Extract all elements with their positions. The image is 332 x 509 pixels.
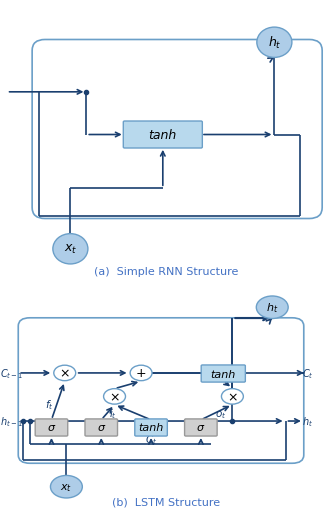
- Circle shape: [257, 28, 292, 58]
- FancyBboxPatch shape: [85, 419, 118, 436]
- Text: $C_t$: $C_t$: [302, 366, 314, 380]
- Text: tanh: tanh: [210, 369, 236, 379]
- FancyBboxPatch shape: [35, 419, 68, 436]
- Text: $h_{t-1}$: $h_{t-1}$: [0, 414, 23, 428]
- Text: $f_t$: $f_t$: [45, 397, 54, 411]
- Text: $\sigma$: $\sigma$: [196, 422, 206, 433]
- Text: $\sigma$: $\sigma$: [47, 422, 56, 433]
- FancyBboxPatch shape: [201, 365, 245, 382]
- FancyBboxPatch shape: [123, 122, 202, 149]
- Text: ×: ×: [109, 390, 120, 403]
- Text: $i_t$: $i_t$: [109, 407, 117, 420]
- FancyBboxPatch shape: [135, 419, 167, 436]
- Text: tanh: tanh: [149, 129, 177, 142]
- Circle shape: [104, 389, 125, 404]
- Circle shape: [50, 475, 82, 498]
- Text: $x_t$: $x_t$: [60, 481, 72, 493]
- Text: ×: ×: [59, 366, 70, 380]
- Text: (a)  Simple RNN Structure: (a) Simple RNN Structure: [94, 266, 238, 276]
- Text: $o_t$: $o_t$: [215, 409, 226, 420]
- Text: $\tilde{C}_t$: $\tilde{C}_t$: [145, 429, 157, 446]
- Circle shape: [130, 365, 152, 381]
- Text: tanh: tanh: [138, 422, 164, 433]
- Text: $C_{t-1}$: $C_{t-1}$: [0, 366, 24, 380]
- Text: $x_t$: $x_t$: [64, 243, 77, 256]
- Text: +: +: [136, 366, 146, 380]
- Text: (b)  LSTM Structure: (b) LSTM Structure: [112, 497, 220, 507]
- Circle shape: [221, 389, 243, 404]
- Circle shape: [53, 234, 88, 264]
- Text: ×: ×: [227, 390, 238, 403]
- Text: $h_t$: $h_t$: [266, 301, 279, 315]
- Text: $h_t$: $h_t$: [302, 414, 313, 428]
- FancyBboxPatch shape: [185, 419, 217, 436]
- Text: $\sigma$: $\sigma$: [97, 422, 106, 433]
- Circle shape: [54, 365, 76, 381]
- Text: $h_t$: $h_t$: [268, 35, 281, 51]
- Circle shape: [256, 296, 288, 319]
